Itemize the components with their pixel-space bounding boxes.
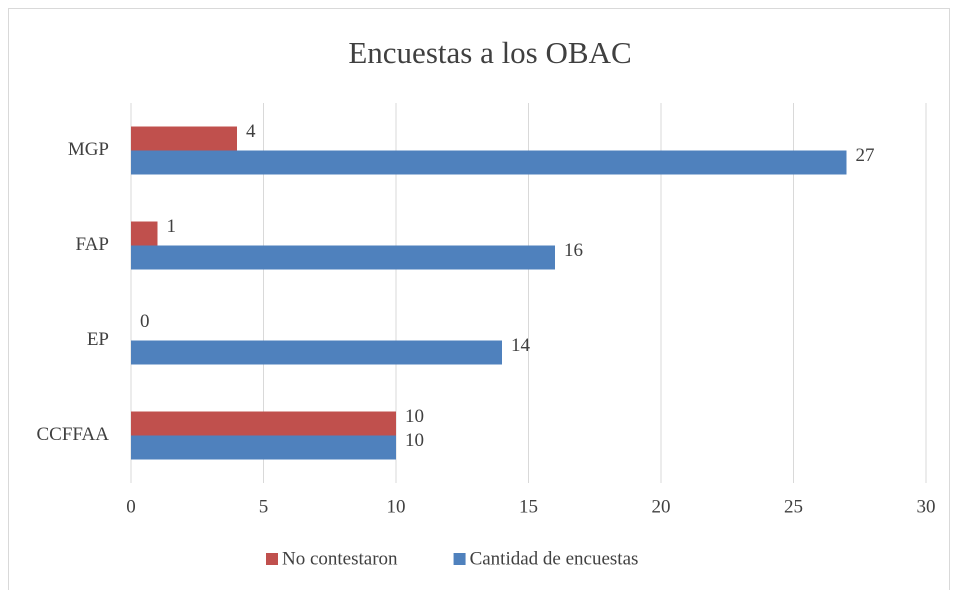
bar (131, 150, 847, 175)
bar (131, 340, 502, 365)
x-tick-label: 10 (387, 496, 406, 517)
bar (131, 435, 396, 460)
legend-label: Cantidad de encuestas (470, 548, 639, 569)
value-label: 0 (140, 311, 150, 332)
value-label: 14 (511, 335, 531, 356)
value-label: 4 (246, 121, 256, 142)
value-label: 10 (405, 430, 424, 451)
x-tick-label: 0 (126, 496, 136, 517)
bar (131, 126, 237, 151)
bar (131, 221, 158, 246)
legend-swatch (453, 553, 466, 565)
y-tick-label: CCFFAA (36, 424, 109, 445)
value-label: 1 (167, 216, 177, 237)
y-tick-label: FAP (76, 234, 109, 255)
x-tick-label: 15 (519, 496, 538, 517)
value-label: 27 (856, 145, 875, 166)
bar (131, 411, 396, 436)
legend-swatch (266, 553, 278, 565)
x-tick-label: 5 (259, 496, 269, 517)
chart-frame (8, 8, 950, 590)
bar (131, 245, 555, 270)
value-label: 16 (564, 240, 583, 261)
value-label: 10 (405, 406, 424, 427)
y-tick-label: EP (87, 329, 109, 350)
x-tick-label: 25 (784, 496, 803, 517)
legend-label: No contestaron (282, 548, 398, 569)
y-tick-label: MGP (68, 139, 109, 160)
x-tick-label: 30 (917, 496, 936, 517)
x-tick-label: 20 (652, 496, 671, 517)
chart-title: Encuestas a los OBAC (348, 35, 631, 70)
